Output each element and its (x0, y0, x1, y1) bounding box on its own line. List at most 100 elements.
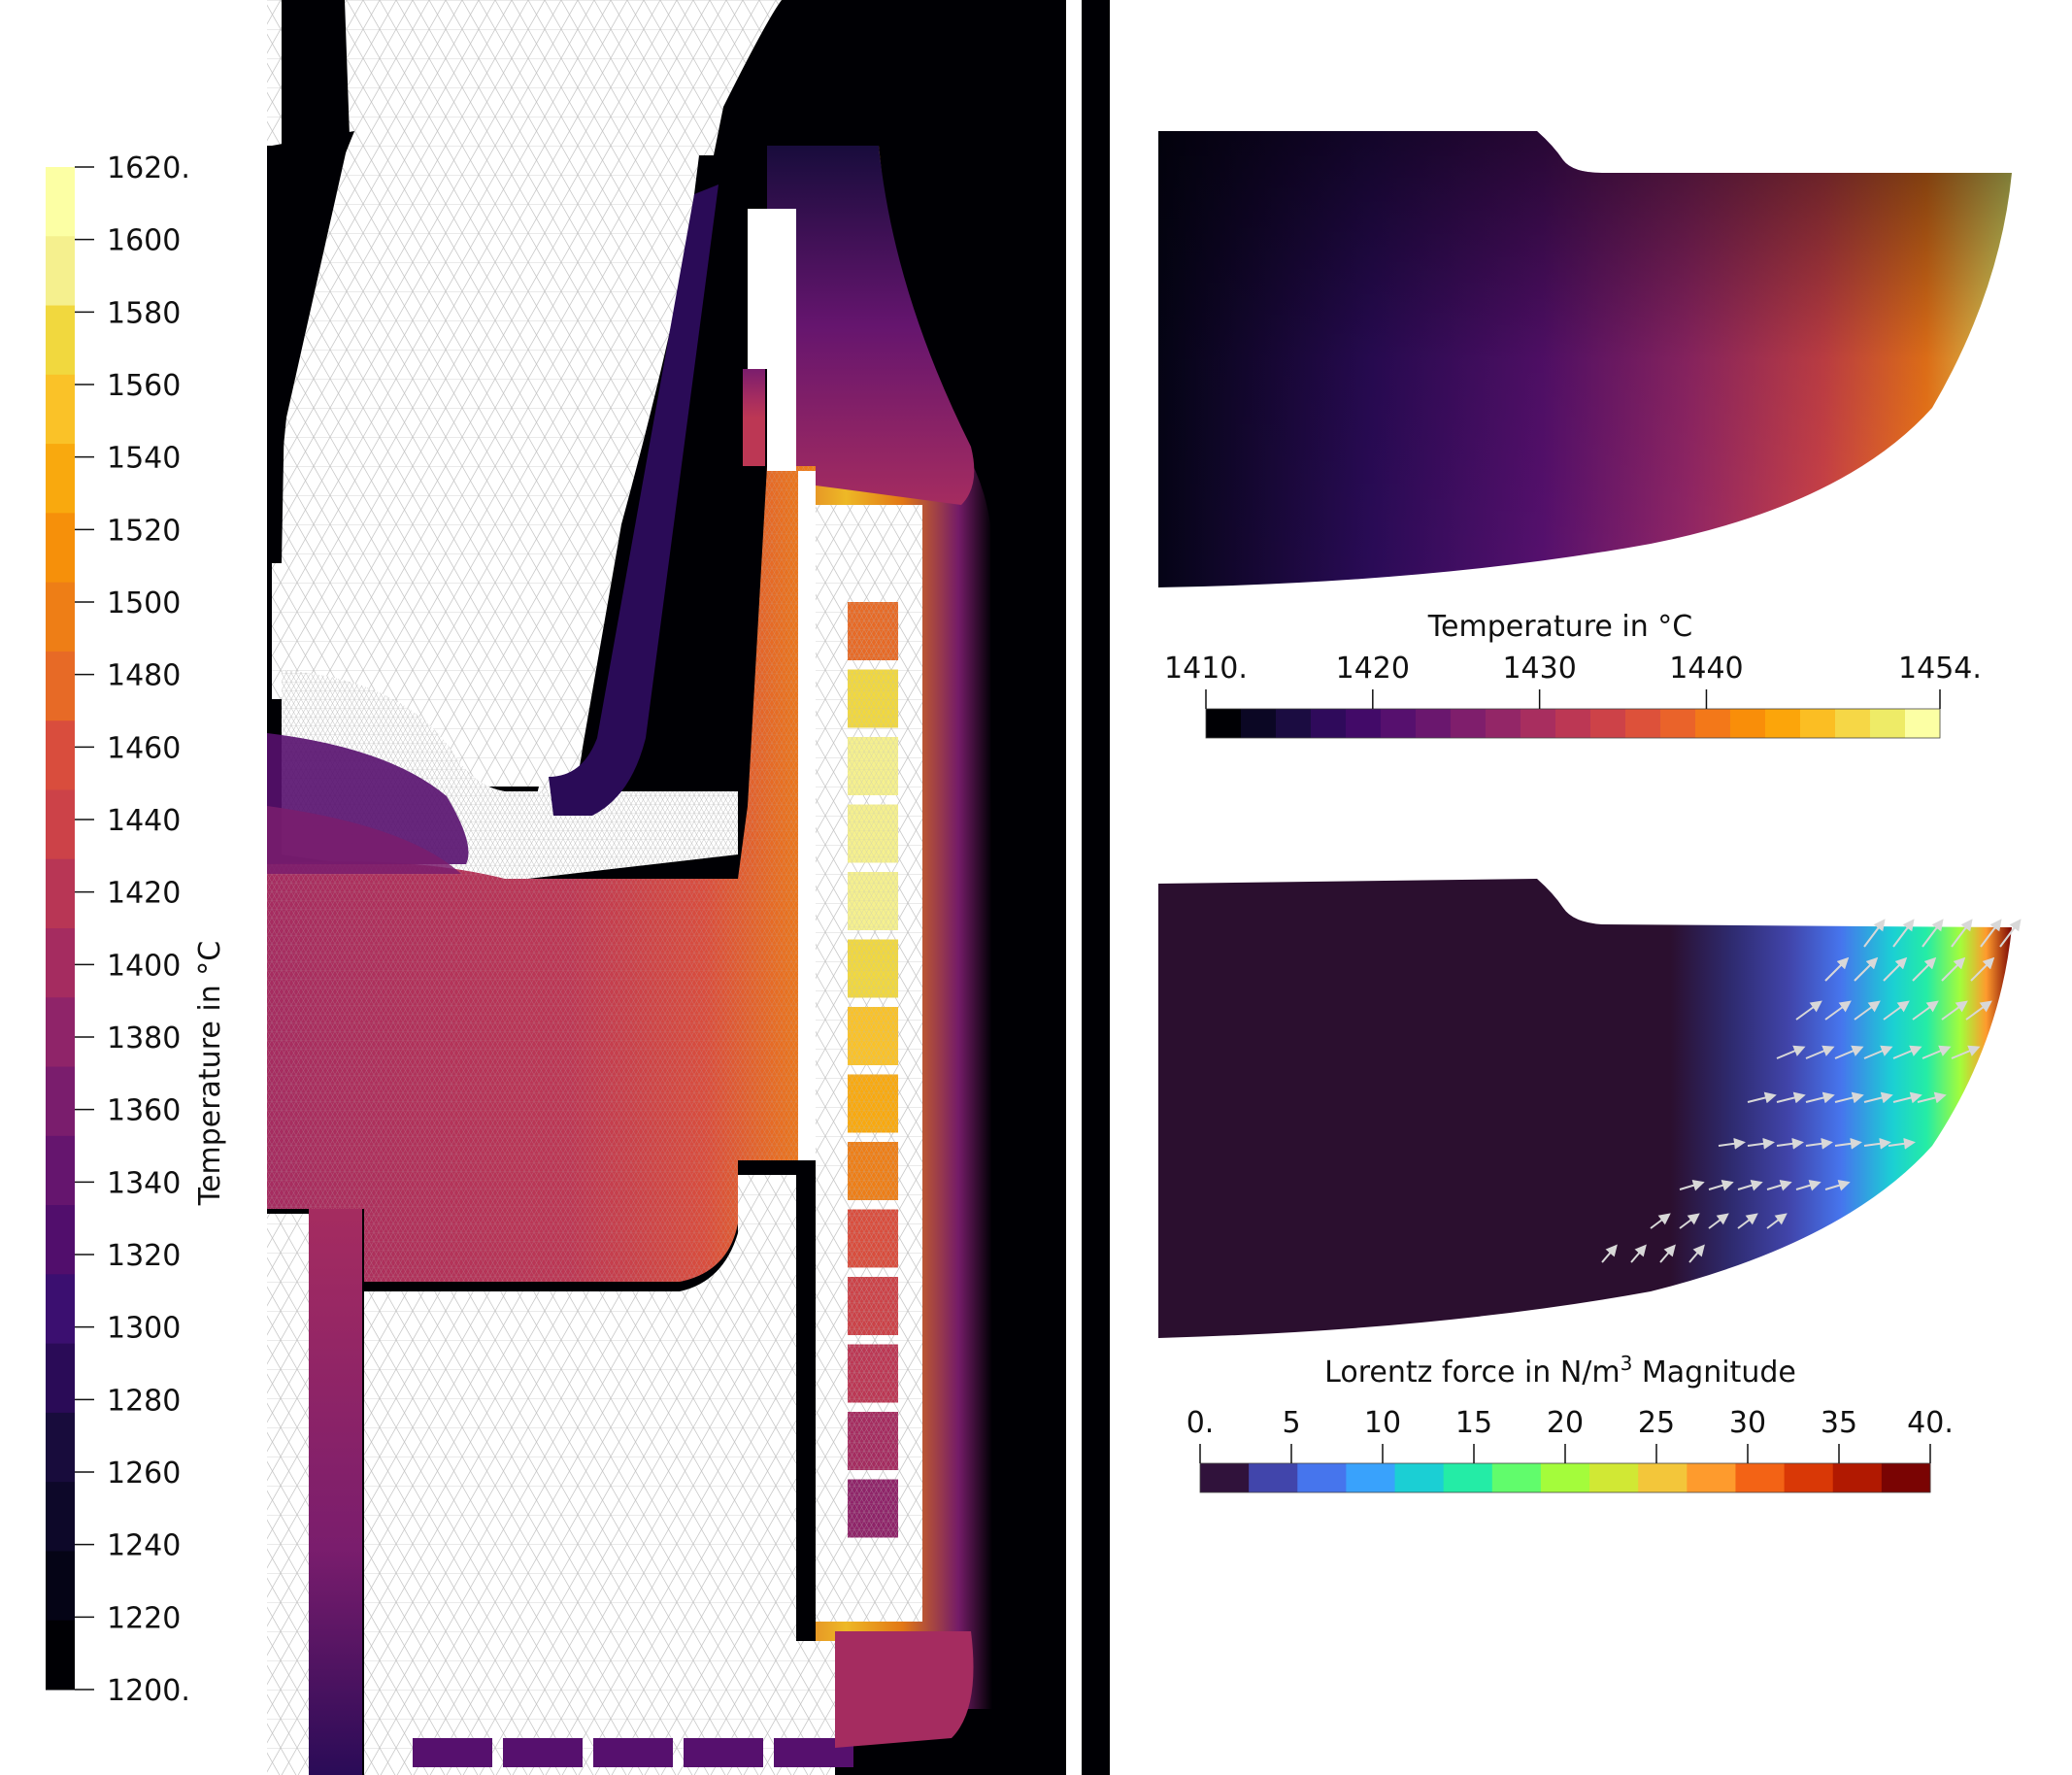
colorbar-segment (1589, 1463, 1639, 1492)
lorentz-arrow (1888, 1137, 1916, 1150)
lorentz-arrow (1630, 1244, 1647, 1263)
left-colorbar-segment (46, 444, 75, 514)
colorbar-tick-label: 1410. (1164, 652, 1248, 686)
colorbar-segment (1905, 709, 1941, 738)
top-right-temperature-colorbar: 1410. 1420 1430 1440 1454. (1164, 652, 1982, 739)
furnace-temperature-field (267, 0, 1110, 1775)
lorentz-arrow (1922, 1045, 1952, 1059)
left-colorbar-tick-label: 1540 (107, 442, 181, 476)
lorentz-arrow (1951, 919, 1973, 948)
left-colorbar-segment (46, 374, 75, 445)
lorentz-arrow (1679, 1213, 1700, 1229)
lorentz-arrow (1805, 1045, 1835, 1059)
lorentz-arrow (1824, 1179, 1851, 1191)
mesh-overlay (848, 1277, 898, 1335)
furnace-right-white-stripe (1066, 0, 1082, 1775)
left-colorbar-tick-label: 1300 (107, 1312, 181, 1346)
lorentz-arrow (1941, 956, 1966, 982)
dark-wedge-left (272, 131, 354, 563)
bottom-coil-block (503, 1738, 583, 1767)
colorbar-tick-label: 40. (1907, 1406, 1954, 1440)
colorbar-tick-label: 15 (1455, 1406, 1492, 1440)
mesh-overlay (848, 872, 898, 930)
left-colorbar-tick-label: 1580 (107, 296, 181, 330)
left-colorbar-tick-label: 1480 (107, 659, 181, 693)
lorentz-arrow (1747, 1137, 1775, 1150)
left-colorbar-segment (46, 1620, 75, 1691)
left-colorbar-title: Temperature in °C (193, 941, 227, 1206)
left-colorbar-segment (46, 1066, 75, 1137)
colorbar-segment (1695, 709, 1731, 738)
bottom-right-lorentz-colorbar: 0. 5 10 15 20 25 30 35 40. (1186, 1406, 1954, 1493)
lower-left-pipe (309, 1209, 362, 1775)
lorentz-arrow (1766, 1213, 1788, 1229)
colorbar-segment (1835, 709, 1871, 738)
lorentz-arrow (1795, 1000, 1822, 1021)
lorentz-arrow (1776, 1045, 1806, 1059)
colorbar-tick-label: 10 (1364, 1406, 1401, 1440)
left-colorbar-segment (46, 1135, 75, 1206)
colorbar-segment (1784, 1463, 1834, 1492)
lorentz-arrow (1892, 1091, 1922, 1104)
left-colorbar-tick-label: 1360 (107, 1094, 181, 1128)
lorentz-arrow (1824, 956, 1850, 982)
colorbar-segment (1311, 709, 1347, 738)
colorbar-frame (1205, 708, 1941, 739)
colorbar-segment (1735, 1463, 1786, 1492)
lorentz-arrow (1883, 956, 1908, 982)
colorbar-segment (1394, 1463, 1445, 1492)
colorbar-tick-label: 1420 (1336, 652, 1410, 686)
colorbar-tick-label: 35 (1821, 1406, 1857, 1440)
left-colorbar-segment (46, 513, 75, 584)
mesh-overlay (272, 0, 782, 825)
colorbar-segment (1276, 709, 1312, 738)
colorbar-tick-label: 1430 (1502, 652, 1576, 686)
left-colorbar-tick-label: 1420 (107, 877, 181, 911)
left-colorbar-tick-label: 1460 (107, 731, 181, 765)
top-right-temperature-slice (1158, 131, 2012, 587)
left-colorbar-segment (46, 997, 75, 1068)
colorbar-segment (1730, 709, 1766, 738)
left-colorbar-segment (46, 651, 75, 721)
lorentz-arrow (1883, 1000, 1910, 1021)
lorentz-arrow (1854, 956, 1879, 982)
lorentz-arrow (1805, 1091, 1835, 1104)
top-right-colorbar-title: Temperature in °C (1427, 610, 1692, 644)
lorentz-arrow (1795, 1179, 1821, 1191)
left-colorbar-tick-label: 1400 (107, 949, 181, 983)
lorentz-arrow (1965, 1000, 1992, 1021)
left-colorbar-tick-label: 1440 (107, 804, 181, 838)
colorbar-segment (1486, 709, 1521, 738)
bottom-coil-block (413, 1738, 492, 1767)
lorentz-arrow (1834, 1091, 1864, 1104)
left-colorbar-tick-label: 1560 (107, 369, 181, 403)
mesh-overlay (267, 0, 282, 146)
colorbar-tick-label: 5 (1282, 1406, 1300, 1440)
bottom-coil-block (684, 1738, 763, 1767)
colorbar-segment (1443, 1463, 1493, 1492)
mesh-overlay (267, 466, 816, 1282)
lorentz-arrow (1834, 1045, 1864, 1059)
lorentz-arrow (1708, 1179, 1734, 1191)
lorentz-arrow (1679, 1179, 1705, 1191)
bottom-coil-row (413, 1738, 853, 1767)
mesh-overlay (848, 737, 898, 795)
left-colorbar-segment (46, 1412, 75, 1483)
left-colorbar-tick-label: 1220 (107, 1601, 181, 1635)
mesh-overlay (848, 1074, 898, 1133)
colorbar-segment (1660, 709, 1696, 738)
left-colorbar-tick-label: 1500 (107, 586, 181, 620)
melt-inner-arc (267, 806, 461, 874)
left-colorbar-tick-label: 1620. (107, 151, 190, 185)
left-colorbar-segment (46, 928, 75, 998)
colorbar-segment (1249, 1463, 1298, 1492)
left-colorbar-segment (46, 720, 75, 790)
lorentz-arrow (1737, 1179, 1763, 1191)
colorbar-segment (1521, 709, 1556, 738)
colorbar-segment (1540, 1463, 1590, 1492)
lorentz-arrow (1805, 1137, 1833, 1150)
colorbar-segment (1765, 709, 1801, 738)
lorentz-arrow (1776, 1137, 1804, 1150)
left-colorbar-tick-label: 1380 (107, 1021, 181, 1055)
